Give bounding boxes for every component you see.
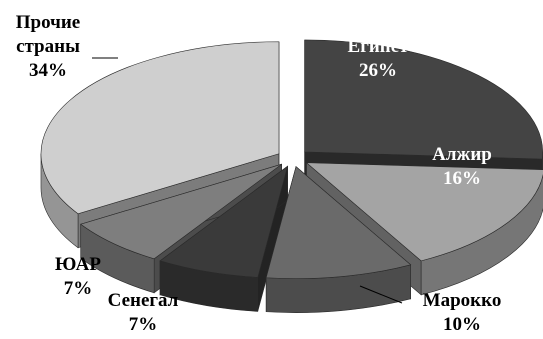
pie-slice-top [80, 163, 282, 260]
slice-label: ЮАР 7% [55, 254, 101, 299]
slice-value-label: 7% [129, 314, 158, 335]
slice-name-label: страны [16, 36, 80, 57]
slice-name-label: Алжир [432, 144, 492, 165]
pie-slice-top [40, 41, 280, 215]
slice-name-label: Прочие [16, 12, 80, 33]
slice-value-label: 10% [443, 314, 481, 335]
pie-slice-3 [159, 165, 289, 312]
slice-label: Марокко 10% [423, 290, 502, 335]
slice-value-label: 34% [29, 60, 67, 81]
slice-label: Алжир 16% [432, 144, 492, 189]
slice-value-label: 26% [359, 60, 397, 81]
slice-label: Прочие страны 34% [16, 12, 80, 81]
pie-slice-1 [305, 162, 543, 296]
slice-name-label: Марокко [423, 290, 502, 311]
slice-name-label: Египет [348, 36, 410, 57]
slice-name-label: Сенегал [108, 290, 179, 311]
pie-slice-top [159, 165, 289, 278]
slice-name-label: ЮАР [55, 254, 101, 275]
pie-slice-top [305, 162, 543, 262]
slice-value-label: 7% [64, 278, 93, 299]
slice-label: Египет 26% [348, 36, 410, 81]
pie-slice-2 [265, 165, 412, 313]
slice-label: Сенегал 7% [108, 290, 179, 335]
slice-value-label: 16% [443, 168, 481, 189]
pie-slice-top [265, 166, 412, 279]
leader-line [359, 285, 403, 304]
pie-slice-top [304, 39, 543, 160]
